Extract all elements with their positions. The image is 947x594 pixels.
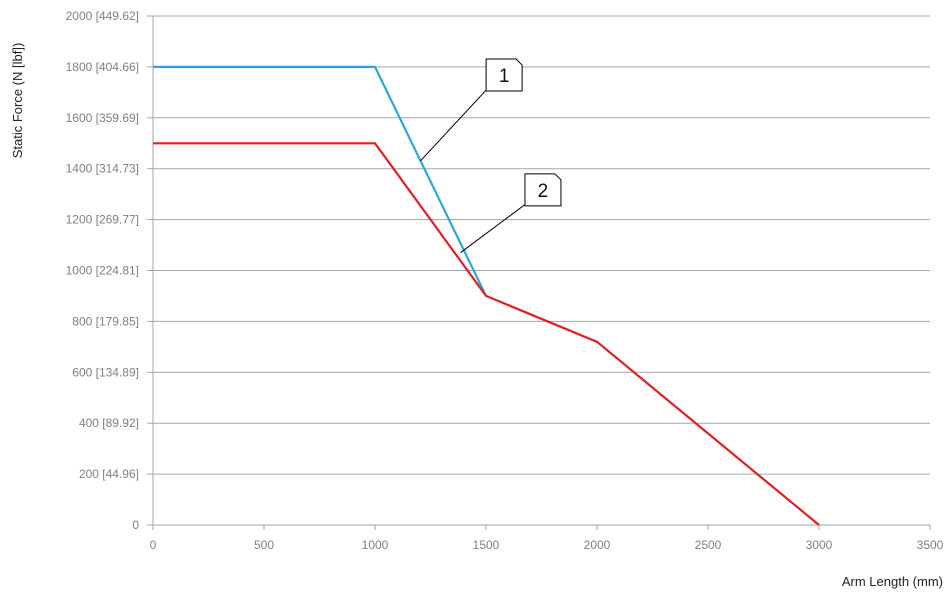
series-line-1 <box>153 65 487 297</box>
callout-leader-2 <box>460 203 527 254</box>
y-tick-label-5: 1000 [224.81] <box>66 264 139 278</box>
data-series <box>153 65 820 526</box>
x-tick-label-6: 3000 <box>806 538 833 552</box>
x-tick-label-3: 1500 <box>473 538 500 552</box>
series-line-2 <box>153 142 820 526</box>
callout-label-2: 2 <box>538 181 549 202</box>
y-tick-label-9: 1800 [404.66] <box>66 60 139 74</box>
callout-box-2 <box>524 173 562 207</box>
x-tick-label-0: 0 <box>150 538 157 552</box>
x-tick-label-4: 2000 <box>584 538 611 552</box>
y-tick-label-6: 1200 [269.77] <box>66 213 139 227</box>
y-axis-title: Static Force (N [lbf]) <box>10 43 25 159</box>
y-tick-labels: 0 200 [44.96] 400 [89.92] 600 [134.89] 800 [… <box>66 9 140 532</box>
x-tick-label-2: 1000 <box>362 538 389 552</box>
y-tick-label-2: 400 [89.92] <box>79 416 139 430</box>
x-tick-label-7: 3500 <box>917 538 944 552</box>
x-tick-label-5: 2500 <box>695 538 722 552</box>
callout-box-1 <box>485 58 523 92</box>
y-tick-label-7: 1400 [314.73] <box>66 162 139 176</box>
y-tick-label-1: 200 [44.96] <box>79 467 139 481</box>
x-tick-labels: 0 500 1000 1500 2000 2500 3000 3500 <box>150 538 944 552</box>
callout-leader-1 <box>420 88 488 162</box>
callouts: 12 <box>420 58 562 254</box>
axes <box>152 16 930 526</box>
x-tick-label-1: 500 <box>254 538 274 552</box>
y-tick-label-4: 800 [179.85] <box>72 314 139 328</box>
callout-label-1: 1 <box>499 66 510 87</box>
y-tick-label-10: 2000 [449.62] <box>66 9 139 23</box>
grid-lines <box>147 15 931 530</box>
x-axis-title: Arm Length (mm) <box>842 574 943 589</box>
y-tick-label-3: 600 [134.89] <box>72 365 139 379</box>
y-tick-label-0: 0 <box>132 518 139 532</box>
y-tick-label-8: 1600 [359.69] <box>66 111 139 125</box>
